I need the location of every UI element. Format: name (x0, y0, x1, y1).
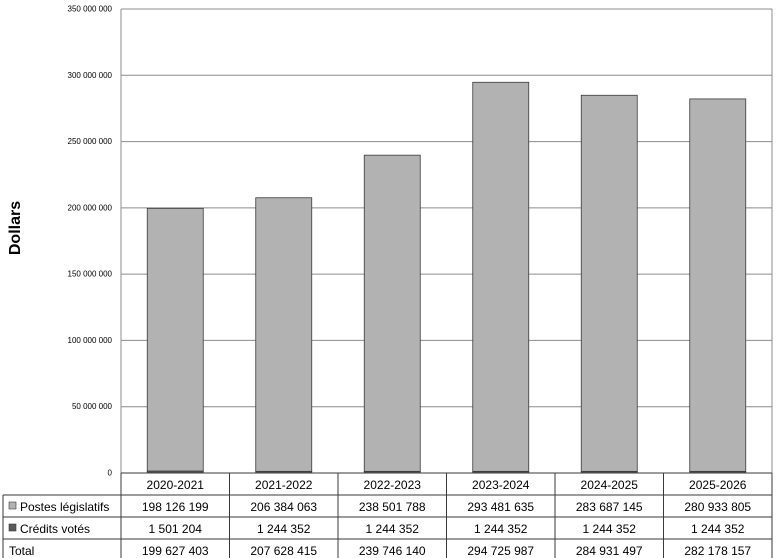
data-table-value: 238 501 788 (359, 500, 426, 514)
legend-swatch (8, 523, 17, 532)
bar-segment (472, 81, 530, 472)
x-tick-label: 2024-2025 (581, 478, 639, 492)
y-tick-label: 300 000 000 (68, 71, 113, 80)
legend-label: Crédits votés (20, 522, 90, 536)
data-table-value: 198 126 199 (142, 500, 209, 514)
y-tick-label: 100 000 000 (68, 336, 113, 345)
y-tick-label: 200 000 000 (68, 203, 113, 212)
data-table-value: 293 481 635 (467, 500, 534, 514)
x-tick-label: 2020-2021 (147, 478, 205, 492)
x-tick-label: 2022-2023 (364, 478, 422, 492)
x-tick-label: 2023-2024 (472, 478, 530, 492)
y-tick-label: 0 (108, 469, 113, 478)
data-table-value: 1 244 352 (257, 522, 311, 536)
bar-segment (580, 94, 638, 472)
data-table-value: 206 384 063 (250, 500, 317, 514)
legend-label: Postes législatifs (20, 500, 109, 514)
bar-segment (363, 154, 421, 472)
data-table-value: 1 244 352 (583, 522, 637, 536)
data-table-value: 294 725 987 (467, 544, 534, 558)
legend-swatch (8, 501, 17, 510)
data-table-value: 284 931 497 (576, 544, 643, 558)
y-tick-label: 350 000 000 (68, 5, 113, 14)
x-tick-label: 2021-2022 (255, 478, 313, 492)
data-table-value: 280 933 805 (684, 500, 751, 514)
bar-segment (146, 207, 204, 472)
data-table-value: 1 244 352 (474, 522, 528, 536)
data-table-value: 283 687 145 (576, 500, 643, 514)
y-tick-label: 250 000 000 (68, 137, 113, 146)
legend-label: Total (9, 544, 34, 558)
data-table-value: 239 746 140 (359, 544, 426, 558)
x-tick-label: 2025-2026 (689, 478, 747, 492)
data-table-value: 199 627 403 (142, 544, 209, 558)
data-table-value: 1 501 204 (149, 522, 203, 536)
data-table-value: 1 244 352 (691, 522, 745, 536)
y-tick-label: 150 000 000 (68, 270, 113, 279)
data-table-value: 207 628 415 (250, 544, 317, 558)
bar-segment (689, 98, 747, 472)
y-tick-label: 50 000 000 (72, 402, 113, 411)
data-table-value: 282 178 157 (684, 544, 751, 558)
bar-segment (255, 197, 313, 472)
data-table-value: 1 244 352 (366, 522, 420, 536)
